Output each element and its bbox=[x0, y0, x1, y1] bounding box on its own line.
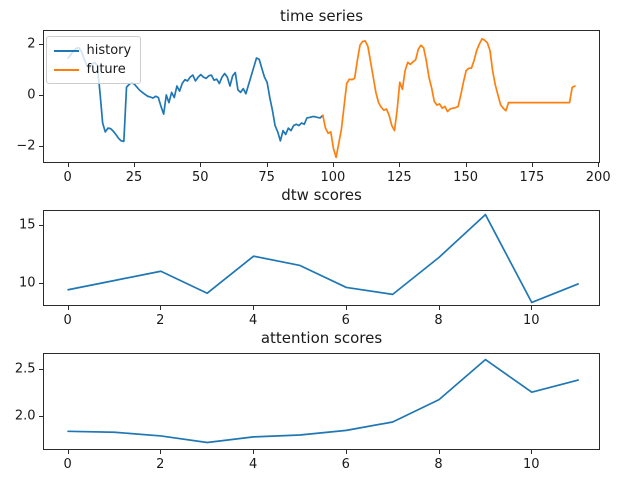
x-tick-label: 0 bbox=[63, 170, 72, 185]
y-tick-label: 0 bbox=[27, 87, 36, 103]
x-tick-mark bbox=[67, 306, 69, 310]
x-tick-mark bbox=[345, 306, 347, 310]
history-line bbox=[66, 46, 324, 143]
y-tick-mark bbox=[38, 225, 43, 226]
y-tick-label: −2 bbox=[16, 138, 36, 154]
y-tick-label: 2 bbox=[27, 36, 36, 52]
x-tick-mark bbox=[598, 163, 600, 167]
x-tick-label: 10 bbox=[523, 313, 540, 328]
x-tick-label: 50 bbox=[192, 170, 209, 185]
history-line-swatch bbox=[53, 49, 79, 52]
attention-scores-canvas bbox=[66, 358, 579, 444]
x-tick-mark bbox=[531, 306, 533, 310]
dtw-scores-canvas bbox=[66, 213, 579, 304]
x-tick-label: 6 bbox=[341, 313, 350, 328]
attention-scores-title: attention scores bbox=[260, 329, 383, 347]
x-tick-mark bbox=[200, 163, 202, 167]
x-tick-mark bbox=[438, 450, 440, 454]
x-tick-mark bbox=[134, 163, 135, 167]
y-tick-label: 2.0 bbox=[14, 408, 36, 423]
x-tick-label: 200 bbox=[585, 170, 611, 185]
x-tick-label: 4 bbox=[248, 457, 258, 472]
x-tick-label: 0 bbox=[63, 313, 72, 328]
dtw-scores-line bbox=[66, 213, 579, 304]
x-tick-label: 10 bbox=[523, 457, 540, 472]
x-tick-mark bbox=[67, 450, 69, 454]
x-tick-mark bbox=[465, 163, 467, 167]
x-tick-label: 75 bbox=[258, 170, 275, 185]
x-tick-mark bbox=[67, 163, 69, 167]
x-tick-mark bbox=[253, 306, 255, 310]
attention-scores-plot: 0 2 4 6 8 10 2.0 2.5 bbox=[15, 353, 600, 472]
future-line bbox=[321, 38, 576, 159]
x-tick-label: 2 bbox=[156, 313, 165, 328]
x-tick-label: 125 bbox=[386, 170, 412, 185]
dtw-scores-title: dtw scores bbox=[281, 186, 362, 204]
attention-scores-line bbox=[66, 358, 579, 444]
y-tick-label: 10 bbox=[18, 275, 36, 291]
x-tick-label: 175 bbox=[519, 170, 545, 185]
x-tick-mark bbox=[160, 306, 162, 310]
y-tick-mark bbox=[38, 282, 43, 284]
x-tick-label: 8 bbox=[434, 313, 443, 328]
x-tick-label: 6 bbox=[341, 457, 350, 472]
x-tick-mark bbox=[160, 450, 162, 454]
x-tick-label: 25 bbox=[125, 170, 143, 185]
x-tick-label: 4 bbox=[248, 313, 258, 328]
x-tick-mark bbox=[531, 450, 533, 454]
y-tick-mark bbox=[38, 368, 43, 370]
legend-label-future: future bbox=[86, 62, 126, 77]
x-tick-mark bbox=[332, 163, 334, 167]
x-tick-label: 150 bbox=[453, 170, 479, 185]
time-series-canvas bbox=[66, 38, 576, 159]
x-tick-mark bbox=[531, 163, 533, 167]
legend-label-history: history bbox=[86, 43, 132, 58]
legend-item-history: history bbox=[53, 41, 132, 60]
x-tick-mark bbox=[345, 450, 347, 454]
future-line-swatch bbox=[53, 68, 79, 71]
x-tick-mark bbox=[399, 163, 401, 167]
x-tick-label: 100 bbox=[320, 170, 346, 185]
legend: history future bbox=[45, 36, 142, 84]
y-tick-mark bbox=[38, 44, 43, 45]
y-tick-label: 2.5 bbox=[14, 361, 36, 377]
y-tick-label: 15 bbox=[18, 217, 36, 233]
time-series-plot: history future 0 25 50 75 100 125 150 175 200 −2 0… bbox=[16, 30, 611, 185]
x-tick-label: 8 bbox=[434, 457, 443, 472]
x-tick-label: 0 bbox=[63, 457, 72, 472]
y-tick-mark bbox=[38, 415, 43, 417]
x-tick-mark bbox=[438, 306, 440, 310]
x-tick-mark bbox=[266, 163, 268, 167]
legend-item-future: future bbox=[53, 60, 132, 79]
time-series-title: time series bbox=[279, 7, 364, 25]
dtw-scores-plot: 0 2 4 6 8 10 10 15 bbox=[19, 210, 600, 328]
y-tick-mark bbox=[38, 95, 43, 96]
x-tick-mark bbox=[253, 450, 255, 454]
y-tick-mark bbox=[38, 145, 43, 147]
x-tick-label: 2 bbox=[156, 457, 165, 472]
